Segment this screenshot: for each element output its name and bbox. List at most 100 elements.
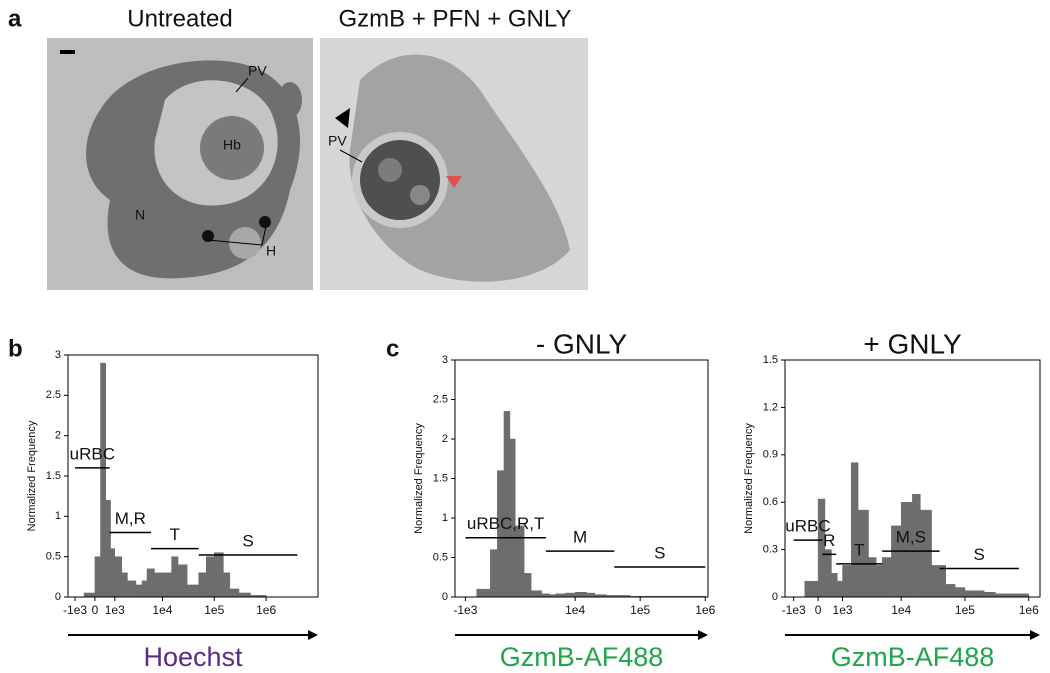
y-axis-label: Normalized Frequency (26, 420, 38, 531)
bar (205, 556, 215, 598)
bar (476, 588, 491, 598)
micrograph (47, 38, 313, 290)
x-tick-label: 1e5 (204, 603, 224, 617)
gate-label: uRBC (70, 444, 115, 463)
gate-label: M (573, 528, 587, 547)
y-tick-label: 1.5 (763, 354, 778, 366)
y-axis-label: Normalized Frequency (743, 423, 755, 534)
gate-label: T (170, 525, 180, 544)
gate-label: S (242, 532, 253, 551)
gate-label: S (654, 543, 665, 562)
image-label: N (135, 207, 145, 223)
bar (497, 470, 505, 598)
bar (223, 572, 231, 598)
bar (824, 549, 832, 598)
y-tick-label: 0.5 (46, 551, 61, 563)
x-tick-label: 1e4 (565, 603, 585, 617)
y-tick-label: 2.5 (46, 389, 61, 401)
bar (837, 580, 843, 598)
bar (983, 592, 996, 598)
image-title: GzmB + PFN + GNLY (339, 5, 572, 32)
arrow-head (308, 630, 318, 640)
bar (162, 572, 172, 598)
bar (141, 580, 148, 598)
gate-label: uRBC,R,T (467, 514, 544, 533)
image-label: Hb (223, 137, 241, 153)
histogram (804, 462, 1030, 598)
y-tick-label: 1.2 (763, 401, 778, 413)
bar (920, 509, 932, 598)
x-tick-label: 1e6 (1019, 603, 1039, 617)
bar (154, 572, 163, 598)
bar (186, 584, 199, 598)
bar (831, 573, 838, 598)
bar (586, 592, 595, 598)
bar (198, 572, 207, 598)
histogram (83, 362, 267, 598)
x-tick-label: -1e3 (782, 603, 806, 617)
y-tick-label: 0 (772, 591, 778, 603)
bar (964, 590, 977, 598)
bar (842, 565, 852, 598)
bar (530, 590, 543, 598)
image-title: Untreated (127, 5, 232, 32)
y-tick-label: 0.9 (763, 449, 778, 461)
x-tick-label: 1e5 (955, 603, 975, 617)
x-tick-label: 1e4 (891, 603, 911, 617)
bar (83, 592, 96, 598)
chart-title: + GNLY (863, 328, 962, 359)
histogram (476, 411, 706, 598)
x-axis-label: Hoechst (143, 642, 243, 672)
image-label: PV (328, 133, 347, 149)
bar (900, 501, 913, 598)
bar (975, 590, 985, 598)
y-tick-label: 2 (55, 430, 61, 442)
bar (127, 580, 137, 598)
panel-letter: b (8, 335, 23, 362)
x-tick-label: -1e3 (453, 603, 477, 617)
x-tick-label: 1e4 (152, 603, 172, 617)
bar (931, 565, 946, 598)
y-tick-label: 1 (442, 512, 448, 524)
y-tick-label: 0.5 (433, 551, 448, 563)
bar (171, 556, 179, 598)
bar (214, 552, 224, 598)
bar (490, 549, 498, 598)
bar (100, 362, 107, 598)
x-tick-label: 1e6 (695, 603, 715, 617)
gate-label: R (823, 531, 835, 550)
y-tick-label: 0 (442, 591, 448, 603)
y-tick-label: 0.3 (763, 544, 778, 556)
x-axis-label: GzmB-AF488 (500, 642, 664, 672)
bar (503, 411, 511, 598)
bar (121, 572, 128, 598)
x-axis-label: GzmB-AF488 (831, 642, 995, 672)
arrow-head (1030, 630, 1040, 640)
gate-label: S (974, 545, 985, 564)
panel-letter: a (8, 5, 22, 32)
y-tick-label: 0 (55, 591, 61, 603)
plot-frame (784, 359, 1041, 598)
bar (105, 499, 111, 598)
gate-label: uRBC (785, 517, 830, 536)
chart-title: - GNLY (536, 328, 628, 359)
bar (564, 592, 576, 598)
bar (114, 556, 123, 598)
bar (177, 564, 188, 598)
bar (881, 557, 892, 598)
bar (875, 565, 883, 598)
y-tick-label: 1 (55, 510, 61, 522)
bar (574, 592, 587, 598)
bar (238, 592, 251, 598)
bar (945, 584, 956, 598)
y-axis-label: Normalized Frequency (413, 423, 425, 534)
arrow-head (698, 630, 708, 640)
y-tick-label: 3 (55, 349, 61, 361)
image-label: H (266, 243, 276, 259)
y-tick-label: 1.5 (433, 472, 448, 484)
y-tick-label: 2 (442, 433, 448, 445)
x-tick-label: 1e5 (630, 603, 650, 617)
bar (515, 525, 525, 598)
bar (135, 584, 143, 598)
